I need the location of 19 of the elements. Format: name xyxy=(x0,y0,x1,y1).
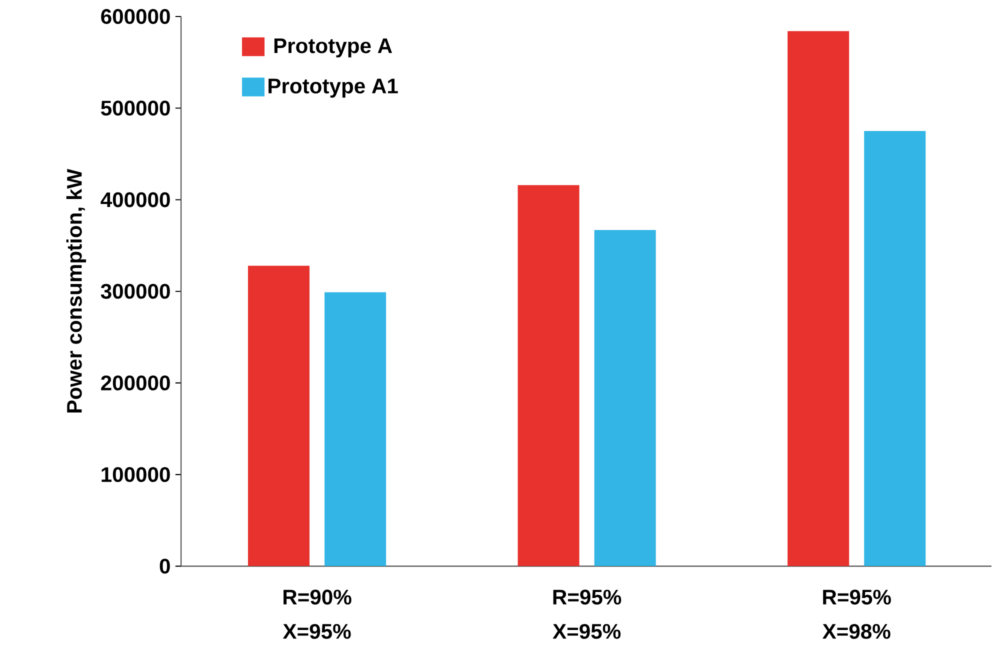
bar xyxy=(518,184,580,566)
y-tick-label: 400000 xyxy=(100,192,170,208)
bar xyxy=(864,130,926,566)
y-tick-label: 300000 xyxy=(100,284,170,299)
bar xyxy=(788,30,850,566)
legend-label: Prototype A xyxy=(274,38,392,58)
x-tick-label: R=90% X=95% xyxy=(282,589,352,639)
bar xyxy=(324,292,386,566)
x-tick-label: R=95% X=95% xyxy=(552,589,622,639)
y-tick-label: 0 xyxy=(160,558,170,574)
y-axis-title: Power consumption, kW xyxy=(66,168,86,412)
legend-label: Prototype A1 xyxy=(268,78,398,98)
y-tick-label: 100000 xyxy=(102,466,170,482)
y-tick-label: 600000 xyxy=(101,8,170,24)
bar xyxy=(248,266,310,566)
y-tick-label: 500000 xyxy=(101,100,170,116)
bar xyxy=(594,230,656,566)
x-tick-label: R=95% X=98% xyxy=(822,589,891,639)
y-tick-label: 200000 xyxy=(101,375,170,390)
